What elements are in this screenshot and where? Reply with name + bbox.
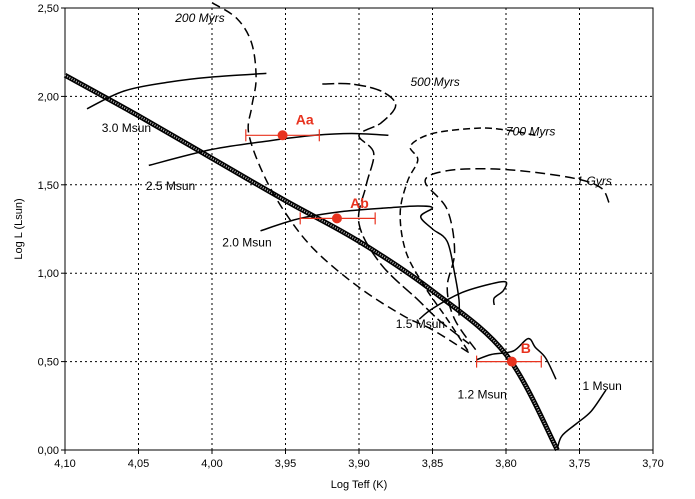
y-tick-label: 2,00 bbox=[38, 91, 59, 103]
y-tick-label: 1,00 bbox=[38, 268, 59, 280]
x-tick-label: 3,80 bbox=[495, 458, 516, 470]
isochrones: 200 Myrs 500 Myrs 700 Myrs 1 Gyrs bbox=[174, 2, 612, 354]
isochrone-curve bbox=[424, 168, 610, 352]
mass-track bbox=[418, 280, 508, 320]
x-tick-label: 3,75 bbox=[569, 458, 590, 470]
star-point bbox=[506, 356, 517, 367]
mass-track bbox=[476, 337, 557, 380]
x-tick-label: 3,90 bbox=[348, 458, 369, 470]
mass-track-label: 1 Msun bbox=[582, 379, 621, 393]
y-tick-labels: 0,00 0,50 1,00 1,50 2,00 2,50 bbox=[38, 3, 65, 457]
isochrone-curve bbox=[322, 82, 470, 345]
star-label: B bbox=[521, 340, 531, 356]
star-label: Aa bbox=[296, 112, 314, 128]
mass-track bbox=[260, 205, 461, 316]
mass-track bbox=[148, 132, 389, 167]
y-tick-label: 2,50 bbox=[38, 3, 59, 15]
x-tick-label: 3,95 bbox=[275, 458, 296, 470]
y-tick-label: 0,00 bbox=[38, 445, 59, 457]
y-axis-title: Log L (Lsun) bbox=[13, 198, 25, 259]
isochrone-curve bbox=[211, 2, 470, 354]
isochrone-label: 1 Gyrs bbox=[577, 174, 612, 188]
x-tick-label: 3,70 bbox=[642, 458, 663, 470]
y-tick-label: 0,50 bbox=[38, 357, 59, 369]
x-tick-label: 4,10 bbox=[54, 458, 75, 470]
x-tick-labels: 4,10 4,05 4,00 3,95 3,90 3,85 3,80 3,75 3,70 bbox=[54, 450, 664, 470]
x-tick-label: 3,85 bbox=[422, 458, 443, 470]
y-tick-label: 1,50 bbox=[38, 180, 59, 192]
mass-track-label: 1.2 Msun bbox=[457, 388, 506, 402]
star-markers: Aa Ab B bbox=[245, 112, 542, 368]
isochrone-label: 700 Myrs bbox=[506, 124, 555, 138]
star-point bbox=[277, 130, 288, 141]
x-tick-label: 4,00 bbox=[201, 458, 222, 470]
isochrone-label: 500 Myrs bbox=[410, 75, 459, 89]
mass-track-label: 2.0 Msun bbox=[222, 236, 271, 250]
x-tick-label: 4,05 bbox=[128, 458, 149, 470]
star-point bbox=[331, 213, 342, 224]
star-label: Ab bbox=[350, 195, 369, 211]
x-axis-title: Log Teff (K) bbox=[331, 479, 387, 491]
isochrone-curve bbox=[399, 127, 536, 354]
mass-track bbox=[556, 389, 607, 449]
mass-track-label: 3.0 Msun bbox=[102, 121, 151, 135]
mass-track bbox=[86, 72, 267, 110]
isochrone-label: 200 Myrs bbox=[174, 11, 224, 25]
mass-track-label: 2.5 Msun bbox=[146, 179, 195, 193]
